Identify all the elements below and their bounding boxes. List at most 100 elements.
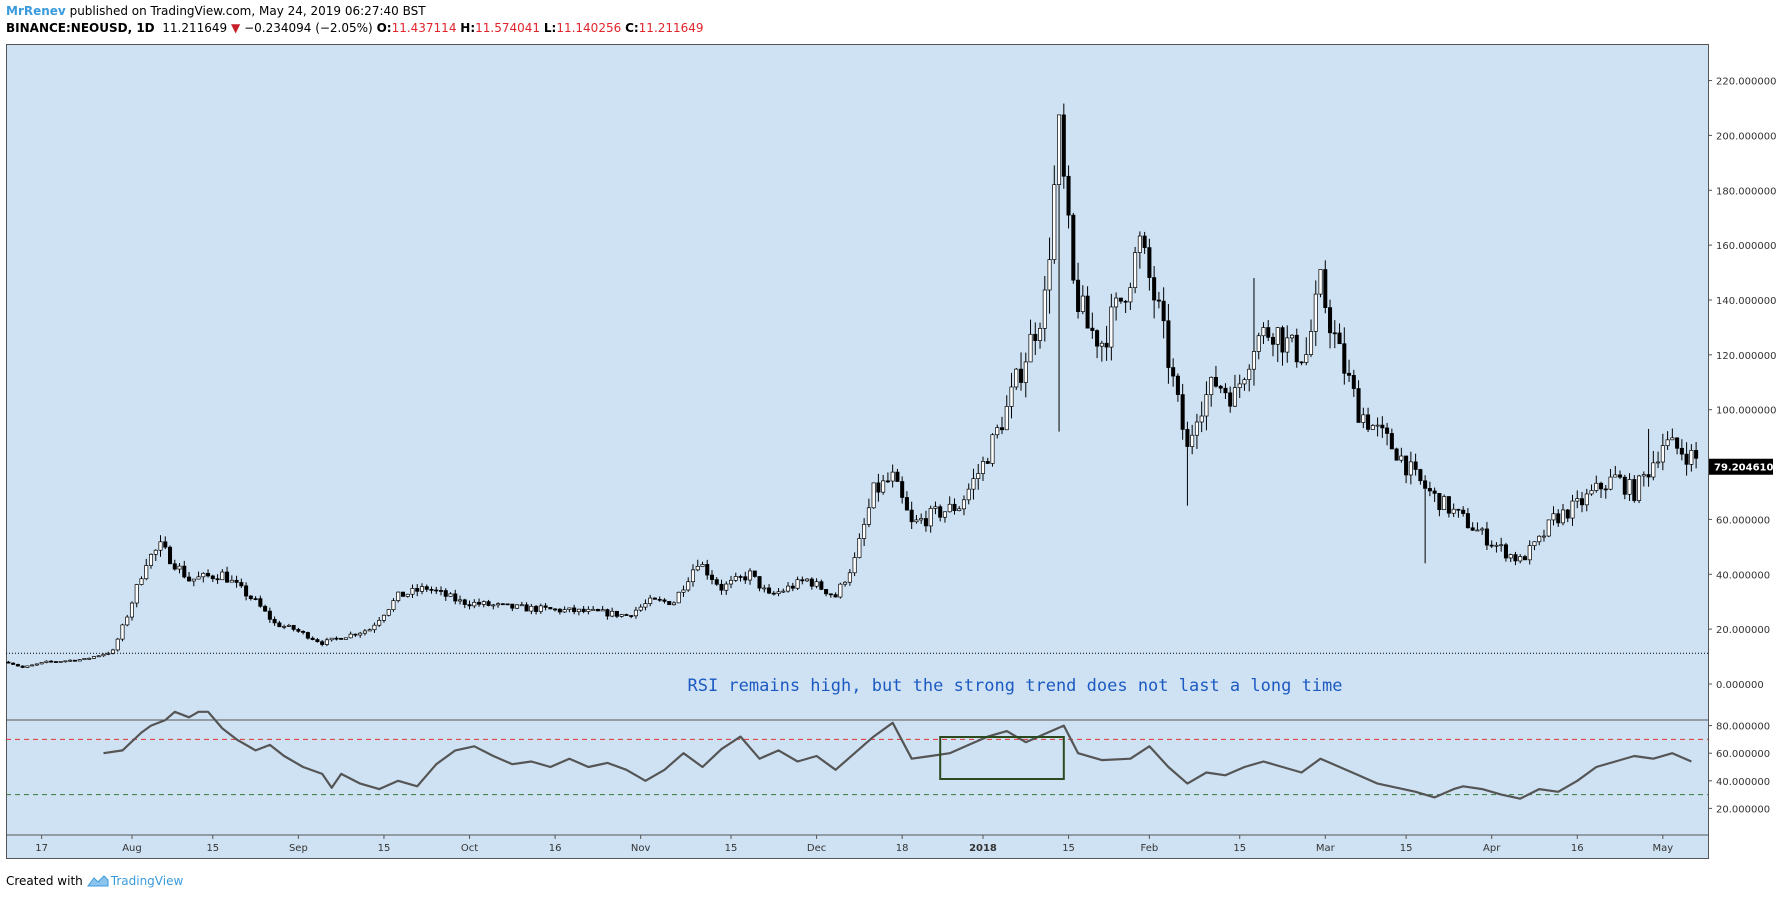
candle-body [576,608,581,613]
candle-body [1537,535,1542,543]
tradingview-link[interactable]: TradingView [86,874,184,888]
candle-body [343,637,348,640]
candle-body [472,601,477,607]
candle-body [15,664,20,667]
candle-body [1347,372,1352,376]
candle-body [990,434,995,464]
last-price: 11.211649 [162,21,228,35]
time-tick-label: 2018 [969,843,997,854]
candle-body [1285,337,1290,353]
candle-body [1209,376,1214,396]
candle-body [733,576,738,581]
time-tick-label: 15 [378,843,391,854]
candle-body [667,601,672,606]
candle-body [58,661,63,663]
candle-body [206,572,211,577]
candle-body [68,659,73,662]
symbol-label: BINANCE:NEOUSD, 1D [6,21,155,35]
time-tick-label: 15 [1233,843,1246,854]
candle-body [1404,455,1409,476]
candle-body [586,608,591,612]
candle-body [220,571,225,581]
candle-body [1394,448,1399,461]
price-tick-label: 200.000000 [1716,131,1776,142]
candle-body [34,663,39,666]
candle-body [1351,375,1356,389]
close-value: 11.211649 [638,21,704,35]
candle-body [1541,535,1546,538]
candle-body [353,633,358,636]
candle-body [415,588,420,592]
author-link[interactable]: MrRenev [6,4,66,18]
candle-body [852,557,857,574]
candle-body [510,603,515,609]
last-price-marker [1709,458,1773,475]
candle-body [1556,513,1561,524]
candle-body [1328,307,1333,334]
candle-body [999,427,1005,431]
candle-body [1052,184,1057,260]
price-tick-label: 220.000000 [1716,77,1776,88]
candle-body [182,565,187,578]
candle-body [904,497,909,511]
candle-body [1085,295,1090,329]
candle-body [429,589,434,591]
candle-body [805,578,810,582]
candle-body [895,471,900,482]
candle-body [519,604,524,607]
candle-body [1575,498,1580,502]
candle-body [1009,386,1014,407]
candle-body [538,605,543,612]
candle-body [400,591,405,597]
candle-body [1266,327,1271,338]
candle-body [310,637,315,640]
candle-body [1242,379,1247,385]
candle-body [1651,462,1656,478]
candle-body [301,630,306,633]
candle-body [1118,297,1123,302]
time-tick-label: Dec [807,843,826,854]
candle-body [1256,335,1261,352]
candle-body [738,576,743,578]
candle-body [253,598,258,600]
candle-body [1660,445,1665,463]
candle-body [1637,475,1642,501]
time-tick-label: Mar [1316,843,1336,854]
candle-body [1546,519,1551,537]
time-tick-label: Sep [289,843,308,854]
candle-body [115,638,120,651]
time-tick-label: Feb [1141,843,1159,854]
candle-body [1641,474,1646,477]
candle-body [1218,385,1223,389]
candle-body [671,602,676,606]
publish-info: MrRenev published on TradingView.com, Ma… [6,4,426,18]
candle-body [633,609,638,617]
candle-body [1232,387,1237,407]
candle-body [168,546,173,565]
price-tick-label: 140.000000 [1716,296,1776,307]
candle-body [1280,327,1285,353]
candle-body [1665,439,1670,446]
candle-body [1213,376,1218,387]
candle-body [776,591,781,594]
candle-body [938,506,943,518]
candle-body [486,601,491,606]
candle-body [1304,354,1309,363]
candle-body [1166,320,1171,368]
candle-body [743,576,748,581]
candle-body [1589,490,1594,495]
candle-body [543,605,548,608]
candle-body [595,608,600,612]
candle-body [900,481,905,498]
candle-body [1503,544,1508,559]
price-tick-label: 120.000000 [1716,351,1776,362]
candle-body [795,579,800,589]
low-value: 11.140256 [556,21,622,35]
candle-body [96,655,101,658]
tradingview-brand: TradingView [110,874,184,888]
candle-body [1251,351,1256,370]
time-tick-label: Nov [631,843,651,854]
candle-body [1522,556,1527,561]
candle-body [553,608,558,611]
